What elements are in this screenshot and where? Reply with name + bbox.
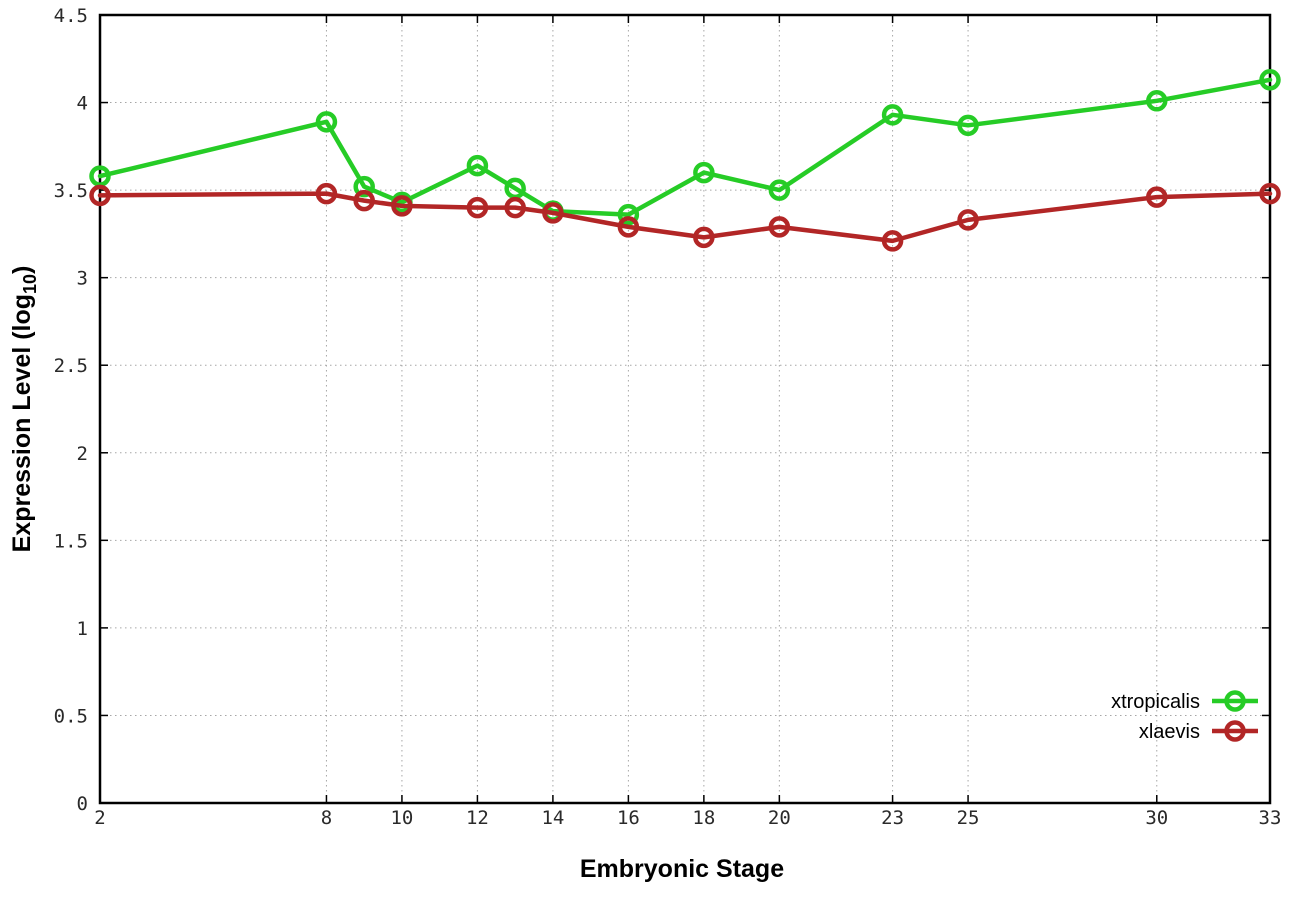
x-tick-label: 33 <box>1259 807 1282 829</box>
plot-border <box>98 13 1272 805</box>
data-point-marker-xtropicalis <box>693 161 715 184</box>
legend: xtropicalis xlaevis <box>1111 690 1258 743</box>
x-axis-title: Embryonic Stage <box>580 855 784 883</box>
x-tick-label: 12 <box>466 807 489 829</box>
tick-labels: 2 8 10 12 14 16 18 20 23 25 30 33 0 0.5 1 1.5 2 2.5 3 3.5 4 4… <box>54 5 1282 829</box>
x-tick-label: 8 <box>321 807 332 829</box>
data-point-marker-xlaevis <box>617 216 640 238</box>
legend-label-xlaevis: xlaevis <box>1139 721 1200 743</box>
x-tick-label: 25 <box>957 807 980 829</box>
data-point-marker-xlaevis <box>504 196 526 219</box>
y-tick-label: 4.5 <box>54 5 88 27</box>
data-point-marker-xlaevis <box>353 189 375 212</box>
data-point-marker-xtropicalis <box>768 179 791 201</box>
y-tick-label: 1.5 <box>54 530 88 552</box>
data-point-marker-xtropicalis <box>1146 90 1168 112</box>
data-point-marker-xtropicalis <box>617 203 640 226</box>
y-tick-label: 3 <box>77 268 88 290</box>
data-point-marker-xlaevis <box>881 230 904 252</box>
y-tick-label: 4 <box>77 93 88 115</box>
plot-box <box>98 13 1272 805</box>
axis-titles: Embryonic Stage Expression Level (log10) <box>8 266 784 883</box>
data-point-marker-xlaevis <box>466 196 489 219</box>
x-tick-label: 16 <box>617 807 640 829</box>
x-tick-label: 30 <box>1145 807 1168 829</box>
data-point-marker-xtropicalis <box>315 111 338 133</box>
data-point-marker-xlaevis <box>315 182 338 205</box>
x-tick-label: 23 <box>881 807 904 829</box>
data-point-marker-xlaevis <box>89 184 111 207</box>
data-point-marker-xlaevis <box>1259 182 1281 205</box>
axis-ticks <box>99 14 1271 804</box>
grid-lines <box>100 15 1270 803</box>
y-tick-label: 2 <box>77 443 88 465</box>
data-point-marker-xlaevis <box>1146 186 1168 208</box>
data-point-marker-xlaevis <box>957 209 979 231</box>
y-axis-title: Expression Level (log10) <box>8 266 40 553</box>
legend-entry-xlaevis: xlaevis <box>1139 720 1258 743</box>
data-point-marker-xlaevis <box>693 226 715 249</box>
data-point-marker-xlaevis <box>391 195 413 217</box>
data-point-marker-xlaevis <box>768 216 791 238</box>
series-line-xlaevis <box>97 191 1273 244</box>
data-series <box>89 69 1281 252</box>
x-tick-label: 20 <box>768 807 791 829</box>
y-tick-label: 2.5 <box>54 355 88 377</box>
data-point-marker-xtropicalis <box>353 175 375 198</box>
data-point-marker-xlaevis <box>542 202 564 224</box>
data-point-marker-xtropicalis <box>957 114 979 137</box>
legend-entry-xtropicalis: xtropicalis <box>1111 690 1258 713</box>
x-tick-label: 2 <box>94 807 105 829</box>
y-tick-label: 1 <box>77 618 88 640</box>
data-point-marker-xtropicalis <box>504 177 526 200</box>
legend-marker-sample <box>1224 720 1246 742</box>
x-tick-label: 14 <box>541 807 564 829</box>
x-tick-label: 18 <box>692 807 715 829</box>
y-tick-label: 0 <box>77 793 88 815</box>
x-tick-label: 10 <box>390 807 413 829</box>
legend-marker-sample <box>1224 690 1246 712</box>
data-point-marker-xtropicalis <box>89 165 111 187</box>
data-point-marker-xtropicalis <box>881 104 904 126</box>
y-tick-label: 3.5 <box>54 180 88 202</box>
legend-label-xtropicalis: xtropicalis <box>1111 691 1200 713</box>
data-point-marker-xtropicalis <box>1259 69 1281 91</box>
data-point-marker-xtropicalis <box>466 154 489 177</box>
y-tick-label: 0.5 <box>54 705 88 727</box>
